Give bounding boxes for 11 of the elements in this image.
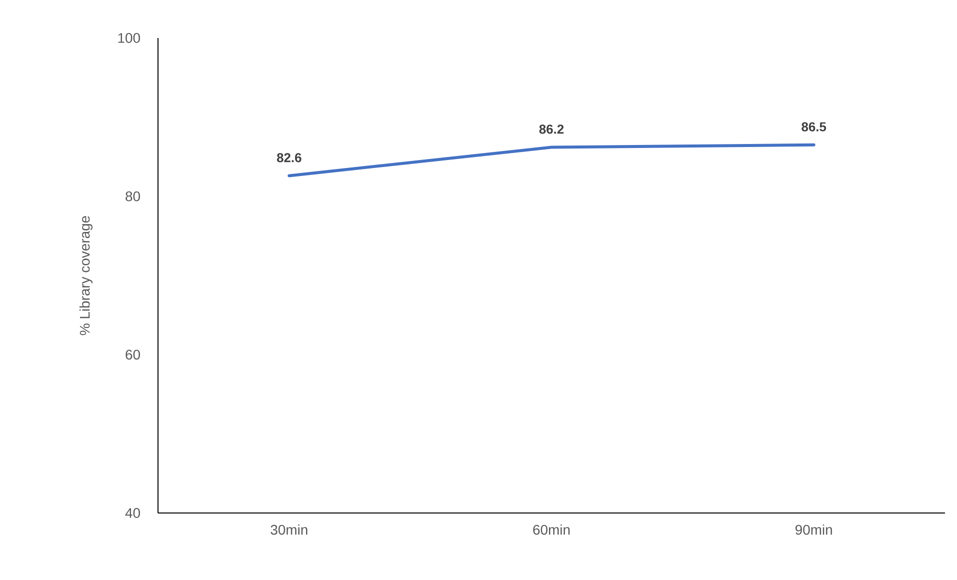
y-tick-label: 100 xyxy=(118,33,140,43)
data-label: 86.5 xyxy=(802,122,826,132)
y-tick-label: 40 xyxy=(125,508,140,518)
data-label: 82.6 xyxy=(276,153,302,162)
y-tick-label: 60 xyxy=(126,350,140,360)
data-label: 86.2 xyxy=(539,124,564,134)
x-tick-label: 30min xyxy=(270,524,308,535)
x-tick-label: 60min xyxy=(533,524,570,535)
y-axis-title: % Library coverage xyxy=(79,216,92,336)
y-tick-label: 80 xyxy=(126,191,140,202)
x-tick-label: 90min xyxy=(796,524,832,535)
